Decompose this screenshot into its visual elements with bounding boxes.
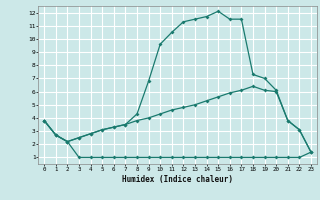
X-axis label: Humidex (Indice chaleur): Humidex (Indice chaleur) [122, 175, 233, 184]
